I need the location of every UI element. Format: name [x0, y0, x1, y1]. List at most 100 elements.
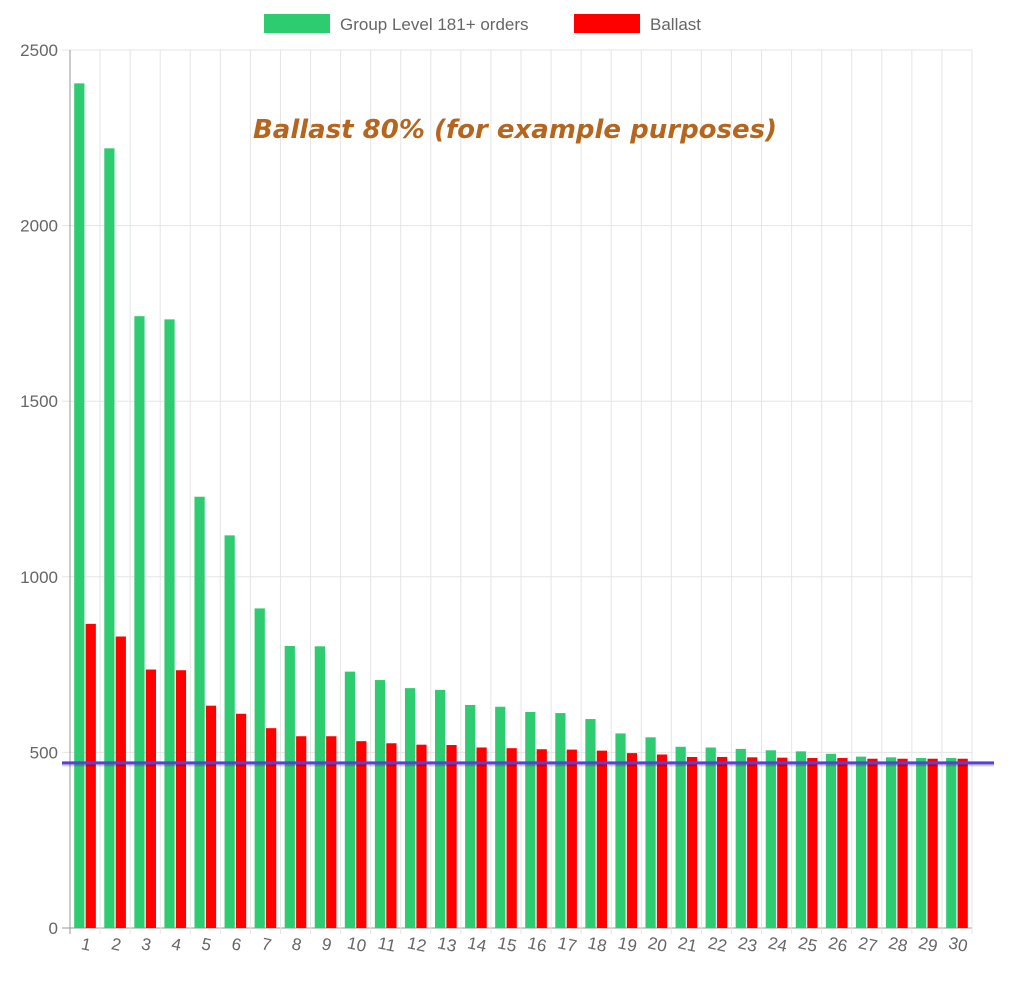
bar-ballast	[205, 705, 217, 928]
y-tick-label: 2500	[20, 41, 58, 60]
bar-ballast	[897, 758, 908, 928]
y-tick-label: 0	[49, 919, 58, 938]
bar-ballast	[85, 623, 96, 928]
bar-ballast	[175, 670, 187, 928]
bar-ballast	[266, 728, 277, 928]
legend-label-ballast: Ballast	[650, 15, 701, 34]
x-tick-label: 12	[406, 933, 428, 956]
bar-group-level	[615, 733, 626, 928]
x-tick-label: 30	[947, 933, 969, 956]
bar-group-level	[194, 496, 205, 928]
x-tick-label: 28	[887, 933, 909, 956]
bar-group-level	[344, 671, 356, 928]
bar-ballast	[566, 749, 577, 928]
x-tick-label: 6	[230, 934, 243, 955]
x-tick-label: 7	[260, 934, 273, 955]
y-tick-label: 1000	[20, 568, 58, 587]
bar-group-level	[465, 704, 476, 928]
x-tick-label: 8	[290, 934, 303, 955]
x-tick-label: 9	[320, 934, 333, 955]
bar-group-level	[134, 316, 145, 928]
reference-line-group	[62, 761, 994, 767]
bar-group-level	[765, 750, 776, 928]
bar-group-level	[825, 753, 837, 928]
x-tick-label: 1	[80, 934, 93, 955]
grid	[62, 49, 973, 934]
bar-ballast	[656, 754, 668, 928]
x-axis: 1 2 3 4 5 6 7 8 9 10 11 12 13 14 15 16 17 18 19 20 21 22 23 24 2…	[80, 933, 970, 956]
x-tick-label: 18	[586, 933, 608, 956]
x-tick-label: 29	[917, 933, 939, 956]
bar-ballast	[326, 736, 337, 928]
bar-ballast	[506, 748, 517, 928]
bar-ballast	[536, 749, 547, 928]
y-tick-label: 1500	[20, 392, 58, 411]
bars	[74, 83, 968, 929]
bar-ballast	[235, 713, 247, 928]
bar-group-level	[314, 646, 325, 928]
x-tick-label: 16	[526, 933, 548, 956]
bar-group-level	[645, 737, 656, 928]
bar-ballast	[867, 758, 878, 928]
legend-swatch-ballast	[574, 14, 640, 33]
bar-group-level	[254, 608, 265, 928]
bar-ballast	[957, 758, 968, 928]
bar-group-level	[675, 746, 686, 928]
bar-group-level	[74, 83, 85, 928]
bar-group-level	[164, 319, 175, 929]
bar-ballast	[296, 736, 307, 928]
y-axis: 0 500 1000 1500 2000 2500	[20, 41, 58, 938]
bar-group-level	[284, 645, 295, 928]
x-tick-label: 23	[736, 933, 758, 956]
bar-group-level	[555, 713, 566, 928]
bar-group-level	[705, 747, 716, 928]
x-tick-label: 19	[616, 933, 638, 956]
bar-ballast	[807, 758, 818, 928]
x-tick-label: 17	[556, 933, 578, 956]
x-tick-label: 2	[110, 934, 123, 955]
bar-group-level	[495, 706, 506, 928]
x-tick-label: 25	[797, 933, 819, 956]
bar-group-level	[735, 748, 746, 928]
bar-group-level	[404, 688, 416, 928]
bar-ballast	[446, 745, 457, 928]
bar-group-level	[795, 751, 807, 928]
x-tick-label: 20	[646, 933, 668, 956]
bar-ballast	[386, 743, 397, 928]
bar-ballast	[837, 758, 848, 928]
bar-group-level	[525, 712, 536, 928]
x-tick-label: 27	[857, 933, 879, 956]
bar-group-level	[585, 719, 596, 928]
legend-swatch-group-level	[264, 14, 330, 33]
bar-ballast	[686, 756, 698, 928]
x-tick-label: 11	[376, 933, 397, 955]
bar-group-level	[886, 757, 897, 928]
x-tick-label: 26	[827, 933, 849, 956]
bar-ballast	[476, 747, 487, 928]
bar-group-level	[104, 148, 115, 928]
x-tick-label: 10	[346, 933, 368, 956]
bar-group-level	[435, 689, 446, 928]
bar-group-level	[855, 756, 867, 928]
legend-label-group-level: Group Level 181+ orders	[340, 15, 529, 34]
bar-ballast	[416, 744, 427, 928]
bar-ballast	[626, 753, 638, 928]
x-tick-label: 15	[496, 933, 518, 956]
y-tick-label: 2000	[20, 217, 58, 236]
x-tick-label: 14	[466, 933, 488, 956]
x-tick-label: 22	[706, 933, 728, 956]
x-tick-label: 24	[766, 933, 788, 956]
bar-ballast	[927, 758, 938, 928]
bar-group-level	[224, 535, 235, 928]
bar-group-level	[916, 758, 927, 928]
x-tick-label: 4	[170, 934, 183, 955]
x-tick-label: 21	[676, 933, 698, 956]
bar-group-level	[946, 758, 957, 928]
legend: Group Level 181+ orders Ballast	[264, 14, 701, 34]
bar-ballast	[115, 636, 126, 928]
bar-ballast	[747, 757, 758, 928]
chart-annotation: Ballast 80% (for example purposes)	[253, 115, 777, 145]
x-tick-label: 13	[436, 933, 458, 956]
bar-ballast	[717, 756, 728, 928]
